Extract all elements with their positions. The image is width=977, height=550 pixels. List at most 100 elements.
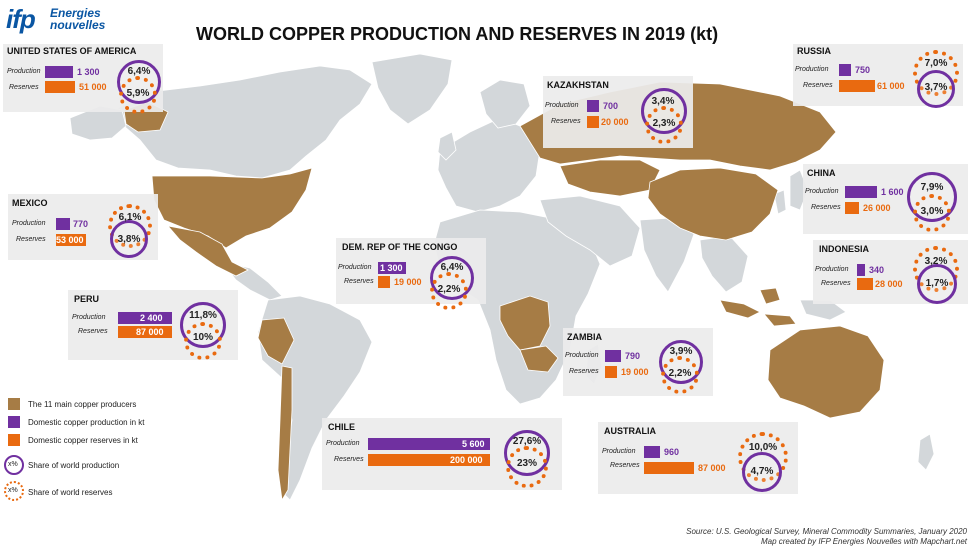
producer-mexico	[166, 225, 249, 277]
production-bar	[839, 64, 851, 76]
production-share-circle	[917, 264, 957, 304]
reserves-share-circle	[430, 272, 468, 310]
scandinavia-landmass	[479, 79, 531, 129]
legend-label: Share of world reserves	[28, 488, 113, 497]
map-title: WORLD COPPER PRODUCTION AND RESERVES IN …	[196, 24, 719, 44]
production-bar	[857, 264, 865, 276]
reserves-share-circle	[184, 322, 222, 360]
country-box-russia: RUSSIA Production Reserves 750 61 000 7,…	[793, 44, 963, 108]
reserves-share-value: 10%	[192, 332, 213, 343]
country-name: CHINA	[807, 168, 836, 178]
production-value: 700	[603, 101, 619, 111]
reserves-share-value: 5,9%	[126, 88, 150, 99]
reserves-share-value: 3,8%	[117, 234, 141, 245]
production-share-value: 27,6%	[512, 436, 542, 447]
reserves-value: 61 000	[877, 81, 905, 91]
reserves-share-value: 23%	[516, 458, 537, 469]
country-box-australia: AUSTRALIA Production Reserves 960 87 000…	[598, 422, 798, 494]
new-zealand-landmass	[917, 433, 935, 471]
reserves-share-value: 2,3%	[652, 118, 676, 129]
production-share-value: 3,2%	[924, 256, 948, 267]
producer-drc	[499, 295, 551, 351]
production-value: 770	[73, 219, 89, 229]
reserves-bar	[839, 80, 875, 92]
reserves-value: 20 000	[601, 117, 629, 127]
production-label: Production	[12, 220, 46, 227]
reserves-share-circle	[661, 356, 699, 394]
production-label: Production	[602, 448, 636, 455]
source-line-1: Source: U.S. Geological Survey, Mineral …	[686, 527, 967, 536]
production-label: Production	[545, 102, 579, 109]
producer-peru	[257, 317, 295, 365]
country-box-chile: CHILE Production Reserves 5 600 200 000 …	[322, 418, 562, 490]
legend-production-circle-symbol: x%	[8, 461, 18, 468]
production-share-value: 7,0%	[924, 58, 948, 69]
reserves-share-circle	[506, 446, 548, 488]
production-share-circle	[110, 220, 148, 258]
production-label: Production	[326, 440, 360, 447]
production-share-value: 6,4%	[127, 66, 151, 77]
producer-zambia	[519, 345, 559, 373]
production-share-value: 10,0%	[748, 442, 778, 453]
logo-line1: Energies	[50, 6, 101, 20]
production-bar	[644, 446, 660, 458]
production-bar	[45, 66, 73, 78]
country-name: UNITED STATES OF AMERICA	[7, 46, 137, 56]
production-share-value: 6,4%	[440, 262, 464, 273]
reserves-label: Reserves	[551, 118, 581, 125]
reserves-share-circle	[913, 194, 951, 232]
reserves-share-value: 3,0%	[920, 206, 944, 217]
reserves-value: 51 000	[79, 82, 107, 92]
legend-swatch-production	[8, 416, 20, 428]
reserves-label: Reserves	[16, 236, 46, 243]
legend-label: The 11 main copper producers	[28, 400, 137, 409]
logo-wordmark: Energies nouvelles	[50, 7, 105, 31]
reserves-bar	[378, 276, 390, 288]
production-share-circle	[917, 70, 955, 108]
reserves-label: Reserves	[811, 204, 841, 211]
production-label: Production	[815, 266, 849, 273]
production-share-value: 11,8%	[189, 310, 217, 321]
reserves-bar	[587, 116, 599, 128]
reserves-bar	[845, 202, 859, 214]
production-bar	[368, 438, 490, 450]
country-box-mexico: MEXICO Production Reserves 770 53 000 6,…	[8, 194, 158, 260]
producer-usa	[151, 167, 313, 249]
production-share-value: 3,9%	[669, 346, 693, 357]
reserves-value: 87 000	[698, 463, 726, 473]
production-value: 750	[855, 65, 871, 75]
production-label: Production	[338, 264, 372, 271]
reserves-bar	[118, 326, 172, 338]
country-name: ZAMBIA	[567, 332, 602, 342]
reserves-share-value: 2,2%	[437, 284, 461, 295]
production-label: Production	[795, 66, 829, 73]
reserves-label: Reserves	[9, 84, 39, 91]
country-box-kazakhstan: KAZAKHSTAN Production Reserves 700 20 00…	[543, 76, 693, 148]
greenland-landmass	[371, 53, 453, 125]
logo-mark: ifp	[6, 4, 36, 34]
production-share-circle	[742, 452, 782, 492]
production-value: 960	[664, 447, 680, 457]
reserves-value: 28 000	[875, 279, 903, 289]
country-box-china: CHINA Production Reserves 1 600 26 000 7…	[803, 164, 968, 234]
reserves-value: 19 000	[394, 277, 422, 287]
production-label: Production	[805, 188, 839, 195]
reserves-value: 19 000	[621, 367, 649, 377]
country-box-usa: UNITED STATES OF AMERICA Production Rese…	[3, 44, 163, 114]
producer-kazakhstan	[559, 159, 661, 197]
country-name: KAZAKHSTAN	[547, 80, 609, 90]
reserves-label: Reserves	[78, 328, 108, 335]
production-value: 340	[869, 265, 885, 275]
production-share-value: 6,1%	[118, 212, 142, 223]
country-box-peru: PERU Production Reserves 2 400 87 000 11…	[68, 290, 238, 360]
middle-east-landmass	[539, 195, 641, 267]
reserves-label: Reserves	[803, 82, 833, 89]
reserves-bar	[56, 234, 86, 246]
legend-label: Domestic copper production in kt	[28, 418, 145, 427]
reserves-share-value: 4,7%	[750, 466, 774, 477]
country-box-zambia: ZAMBIA Production Reserves 790 19 000 3,…	[563, 328, 713, 396]
se-asia-landmass	[699, 235, 749, 293]
country-box-drc: DEM. REP OF THE CONGO Production Reserve…	[336, 238, 486, 310]
country-name: CHILE	[328, 422, 355, 432]
